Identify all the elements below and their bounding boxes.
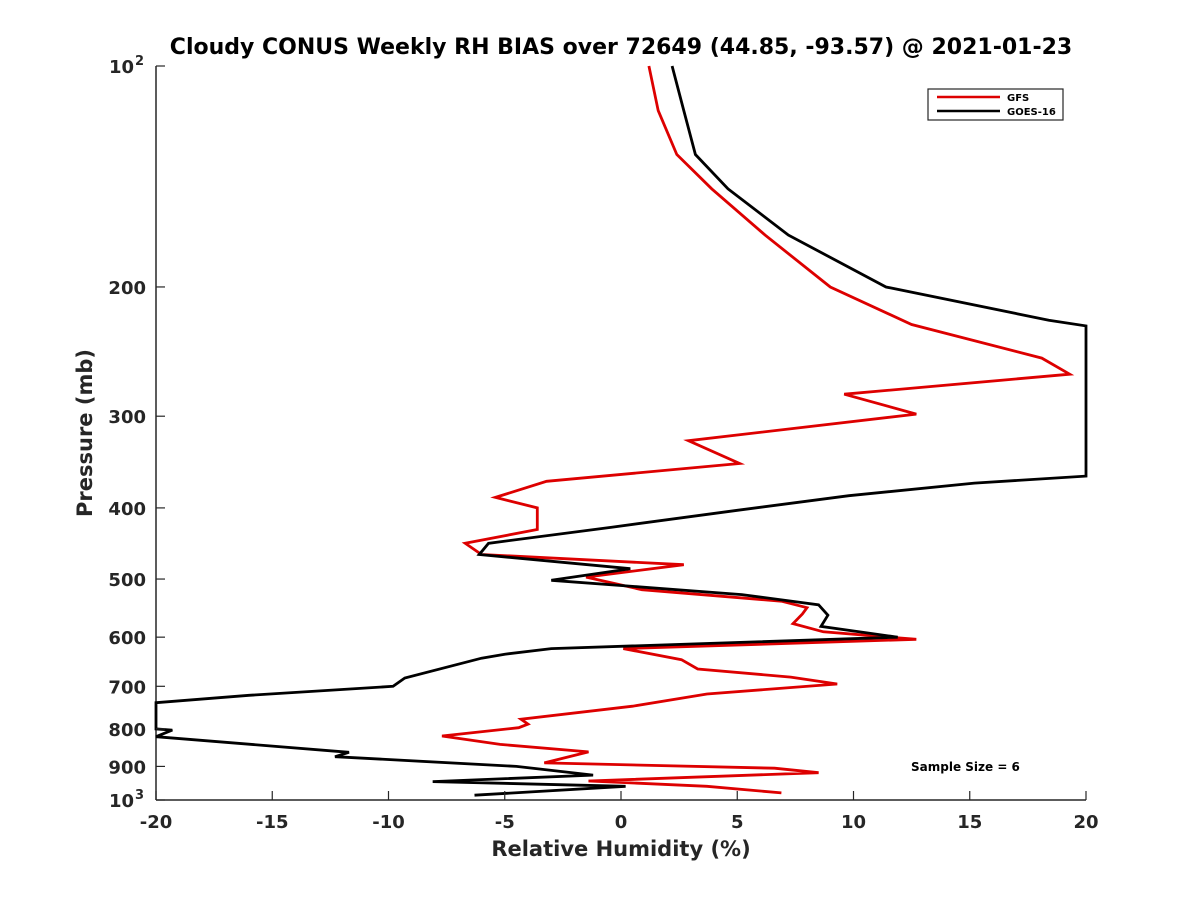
y-tick-label: 700 <box>108 677 146 698</box>
x-tick-label: 5 <box>731 812 744 833</box>
y-tick-label: 200 <box>108 278 146 299</box>
x-tick-label: -20 <box>140 812 173 833</box>
y-tick-exponent: 2 <box>135 54 144 69</box>
x-tick-label: -15 <box>256 812 289 833</box>
y-tick-label: 400 <box>108 499 146 520</box>
x-ticks: -20 -15 -10 -5 0 5 10 15 20 <box>140 791 1099 833</box>
legend-box <box>927 88 1064 121</box>
y-tick-exponent: 3 <box>135 788 144 803</box>
x-tick-label: -5 <box>495 812 515 833</box>
y-tick-label: 600 <box>108 628 146 649</box>
y-tick-label: 10 <box>109 791 134 812</box>
y-tick-label: 10 <box>109 57 134 78</box>
x-tick-label: 10 <box>841 812 866 833</box>
x-tick-label: 20 <box>1073 812 1098 833</box>
x-tick-label: -10 <box>372 812 405 833</box>
legend-label-goes16: GOES-16 <box>1007 107 1056 118</box>
sample-size-annotation: Sample Size = 6 <box>911 760 1020 774</box>
x-axis-label: Relative Humidity (%) <box>491 837 750 861</box>
series-line-gfs <box>441 65 1075 795</box>
y-tick-label: 500 <box>108 570 146 591</box>
x-tick-label: 0 <box>615 812 628 833</box>
legend: GFS GOES-16 <box>927 88 1064 121</box>
y-tick-label: 800 <box>108 720 146 741</box>
series-line-goes-16 <box>154 65 1088 797</box>
chart-title: Cloudy CONUS Weekly RH BIAS over 72649 (… <box>170 35 1072 60</box>
plot-area <box>154 65 1088 801</box>
y-axis-label: Pressure (mb) <box>73 349 97 517</box>
legend-label-gfs: GFS <box>1007 93 1029 104</box>
y-tick-label: 300 <box>108 407 146 428</box>
x-tick-label: 15 <box>957 812 982 833</box>
series-layer <box>154 65 1088 797</box>
y-tick-label: 900 <box>108 757 146 778</box>
